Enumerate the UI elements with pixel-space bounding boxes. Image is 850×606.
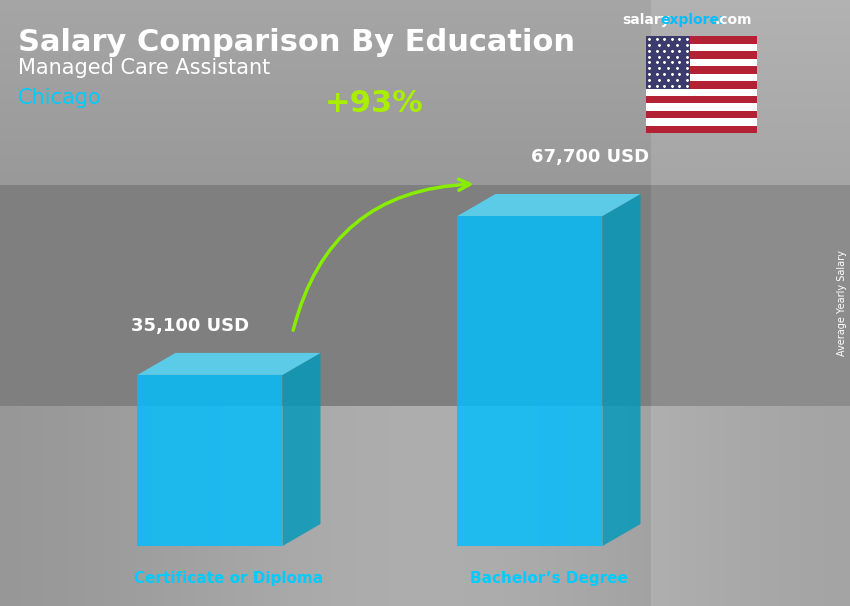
Text: Managed Care Assistant: Managed Care Assistant [18,58,270,78]
Polygon shape [138,353,320,375]
Text: Bachelor’s Degree: Bachelor’s Degree [470,570,628,585]
Text: 35,100 USD: 35,100 USD [131,317,249,335]
Bar [646,111,756,118]
Bar [646,59,756,66]
Bar [646,104,756,111]
Bar [646,81,756,88]
Text: .com: .com [715,13,752,27]
Polygon shape [457,194,641,216]
Polygon shape [603,194,641,546]
Text: Certificate or Diploma: Certificate or Diploma [134,570,324,585]
Text: 67,700 USD: 67,700 USD [531,148,649,166]
Bar [646,126,756,133]
Text: Chicago: Chicago [18,88,102,108]
Polygon shape [138,375,282,546]
Bar [646,96,756,104]
Bar [646,36,690,88]
Text: Average Yearly Salary: Average Yearly Salary [837,250,847,356]
Bar [646,74,756,81]
Text: explorer: explorer [660,13,726,27]
Bar [646,118,756,126]
Text: salary: salary [622,13,670,27]
Bar [646,88,756,96]
Bar [646,66,756,74]
Bar [646,36,756,44]
Bar [646,44,756,52]
Text: +93%: +93% [325,90,424,119]
Polygon shape [457,216,603,546]
Polygon shape [282,353,320,546]
Text: Salary Comparison By Education: Salary Comparison By Education [18,28,575,57]
Bar [646,52,756,59]
